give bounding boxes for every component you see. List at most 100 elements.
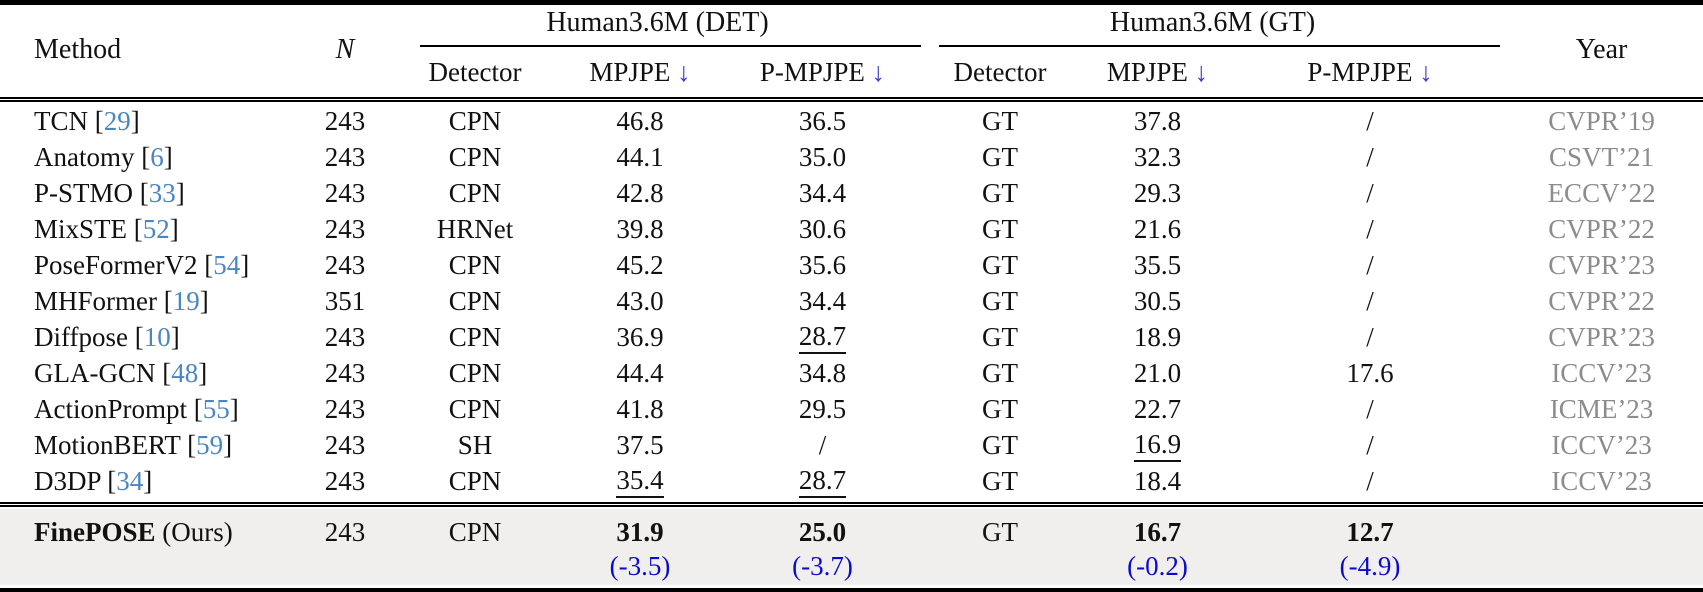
ours-gt-pmpjpe-cell: 12.7 (-4.9): [1240, 508, 1501, 585]
method-name: D3DP: [34, 466, 101, 496]
citation-link[interactable]: 6: [150, 142, 164, 172]
gt-detector-cell: GT: [982, 466, 1019, 496]
citation-link[interactable]: 34: [116, 466, 144, 496]
bracket-open: [: [100, 466, 117, 496]
bracket-close: ]: [175, 178, 185, 208]
improvement-delta: (-3.5): [609, 550, 671, 581]
group-rule-det: [420, 44, 922, 47]
ours-method-suffix: (Ours): [162, 516, 233, 547]
bracket-close: ]: [199, 286, 209, 316]
gt-mpjpe-cell: 29.3: [1133, 178, 1182, 208]
citation-link[interactable]: 52: [142, 214, 170, 244]
group-label-gt: Human3.6M (GT): [1109, 6, 1316, 38]
gt-detector-cell: GT: [982, 178, 1019, 208]
gt-detector-cell: GT: [982, 358, 1019, 388]
method-name: Diffpose: [34, 322, 128, 352]
method-cell: GLA-GCN [48]: [0, 356, 300, 392]
col-group-human36m-det: Human3.6M (DET): [390, 3, 925, 51]
method-cell: Anatomy [6]: [0, 140, 300, 176]
bracket-open: [: [128, 322, 144, 352]
citation-link[interactable]: 19: [172, 286, 200, 316]
table-row: ActionPrompt [55] 243 CPN 41.8 29.5 GT 2…: [0, 392, 1703, 428]
ours-det-detector-cell: CPN: [390, 508, 560, 585]
improvement-delta: (-0.2): [1127, 550, 1188, 581]
col-header-gt-pmpjpe: P-MPJPE ↓: [1240, 51, 1500, 95]
gt-pmpjpe-cell: /: [1366, 142, 1374, 172]
year-cell: CVPR’23: [1548, 250, 1655, 280]
year-cell: ICME’23: [1549, 394, 1654, 424]
gt-pmpjpe-cell: /: [1366, 322, 1374, 352]
improvement-delta: (-4.9): [1339, 550, 1401, 581]
citation-link[interactable]: 54: [213, 250, 241, 280]
table-row: MixSTE [52] 243 HRNet 39.8 30.6 GT 21.6 …: [0, 212, 1703, 248]
n-symbol: N: [335, 33, 355, 65]
method-cell: MotionBERT [59]: [0, 428, 300, 464]
col-header-method: Method: [34, 33, 122, 65]
down-arrow-icon: ↓: [871, 57, 886, 87]
table-row: TCN [29] 243 CPN 46.8 36.5 GT 37.8 / CVP…: [0, 104, 1703, 140]
bottom-spacer: [0, 584, 1703, 591]
table-row: D3DP [34] 243 CPN 35.4 28.7 GT 18.4 / IC…: [0, 464, 1703, 500]
bracket-close: ]: [198, 358, 208, 388]
table-row: GLA-GCN [48] 243 CPN 44.4 34.8 GT 21.0 1…: [0, 356, 1703, 392]
ours-det-mpjpe-cell: 31.9 (-3.5): [560, 508, 720, 585]
gt-mpjpe-cell: 18.9: [1133, 322, 1182, 352]
bracket-close: ]: [240, 250, 250, 280]
det-pmpjpe-cell: 35.0: [798, 142, 847, 172]
n-cell: 243: [324, 214, 366, 244]
gt-pmpjpe-cell: /: [1366, 394, 1374, 424]
method-name: P-STMO: [34, 178, 134, 208]
gt-mpjpe-cell: 21.6: [1133, 214, 1182, 244]
down-arrow-icon: ↓: [677, 57, 691, 87]
method-name: ActionPrompt: [34, 394, 187, 424]
det-detector-cell: CPN: [448, 178, 502, 208]
det-detector-cell: CPN: [448, 250, 502, 280]
det-mpjpe-cell: 45.2: [616, 250, 664, 280]
citation-link[interactable]: 55: [202, 394, 230, 424]
gt-detector-cell: GT: [982, 214, 1019, 244]
citation-link[interactable]: 29: [103, 106, 131, 136]
method-cell: Diffpose [10]: [0, 320, 300, 356]
gt-detector-cell: GT: [982, 106, 1019, 136]
table-row: MHFormer [19] 351 CPN 43.0 34.4 GT 30.5 …: [0, 284, 1703, 320]
citation-link[interactable]: 10: [143, 322, 171, 352]
gt-pmpjpe-cell: /: [1366, 430, 1374, 460]
bracket-open: [: [133, 178, 149, 208]
bracket-open: [: [197, 250, 214, 280]
ours-gt-detector-cell: GT: [925, 508, 1076, 585]
det-detector-cell: CPN: [448, 322, 502, 352]
det-mpjpe-cell: 37.5: [616, 430, 664, 460]
gt-mpjpe-cell: 18.4: [1133, 466, 1182, 496]
bracket-close: ]: [223, 430, 233, 460]
det-mpjpe-cell: 42.8: [616, 178, 664, 208]
ours-row: FinePOSE (Ours) 243 CPN 31.9 (-3.5) 25.0…: [0, 508, 1703, 585]
method-rows: TCN [29] 243 CPN 46.8 36.5 GT 37.8 / CVP…: [0, 104, 1703, 500]
det-pmpjpe-cell: 34.4: [798, 286, 847, 316]
down-arrow-icon: ↓: [1419, 57, 1433, 87]
col-header-n: N: [300, 3, 390, 95]
citation-link[interactable]: 33: [148, 178, 176, 208]
det-detector-cell: CPN: [448, 286, 502, 316]
gt-mpjpe-cell: 21.0: [1133, 358, 1182, 388]
det-mpjpe-cell: 43.0: [616, 286, 664, 316]
col-header-det-pmpjpe: P-MPJPE ↓: [720, 51, 925, 95]
down-arrow-icon: ↓: [1194, 57, 1209, 87]
ours-method-name: FinePOSE: [34, 516, 156, 547]
method-name: PoseFormerV2: [34, 250, 198, 280]
mpjpe-label: MPJPE: [589, 57, 671, 87]
group-label-det: Human3.6M (DET): [546, 6, 769, 38]
citation-link[interactable]: 59: [196, 430, 224, 460]
det-pmpjpe-cell: 36.5: [798, 106, 847, 136]
n-cell: 243: [324, 178, 366, 208]
mpjpe-label: MPJPE: [1106, 57, 1188, 87]
det-pmpjpe-cell: 29.5: [798, 394, 847, 424]
det-pmpjpe-cell: /: [818, 430, 827, 460]
citation-link[interactable]: 48: [171, 358, 199, 388]
gt-mpjpe-cell: 22.7: [1133, 394, 1182, 424]
gt-detector-cell: GT: [982, 430, 1019, 460]
n-cell: 243: [324, 394, 366, 424]
col-group-human36m-gt: Human3.6M (GT): [925, 3, 1501, 51]
gt-mpjpe-cell: 32.3: [1133, 142, 1182, 172]
gt-pmpjpe-cell: /: [1366, 106, 1374, 136]
det-detector-cell: CPN: [448, 358, 502, 388]
